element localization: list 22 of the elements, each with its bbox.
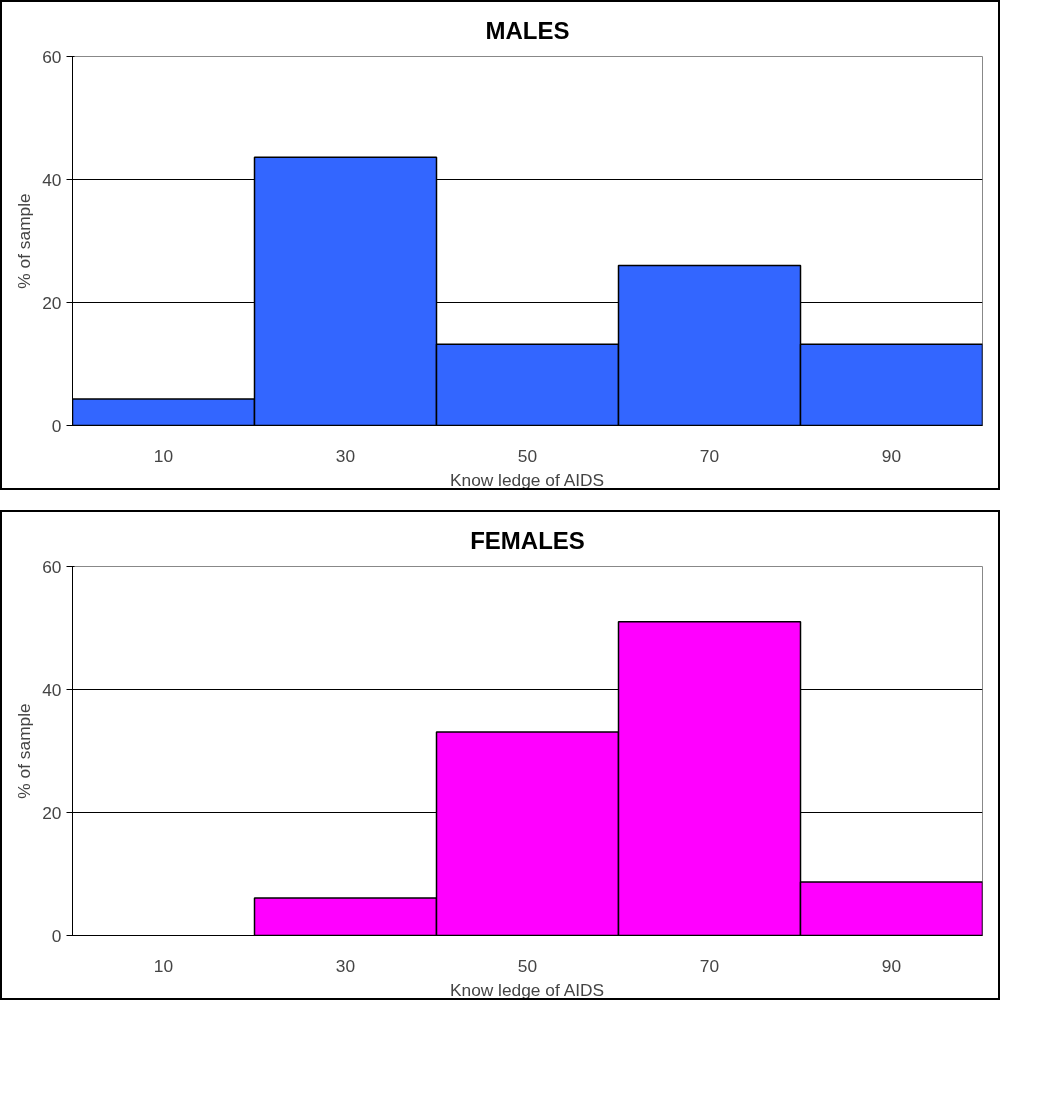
x-tick-label: 50: [517, 955, 538, 976]
y-tick-label: 20: [42, 802, 62, 823]
y-tick-label: 40: [42, 169, 62, 190]
x-tick-label: 10: [153, 955, 174, 976]
y-tick-label: 20: [42, 292, 62, 313]
x-tick-label: 30: [335, 955, 356, 976]
chart-title: FEMALES: [470, 527, 585, 554]
x-tick-label: 90: [881, 445, 902, 466]
x-tick-label: 70: [699, 955, 720, 976]
x-tick-label: 10: [153, 445, 174, 466]
x-tick-label: 30: [335, 445, 356, 466]
y-tick-label: 60: [42, 556, 62, 577]
y-tick-label: 0: [51, 415, 62, 436]
y-axis-title: % of sample: [14, 193, 35, 289]
y-tick-label: 60: [42, 46, 62, 67]
y-tick-label: 0: [51, 925, 62, 946]
y-axis-title: % of sample: [14, 703, 35, 799]
chart-title: MALES: [485, 17, 570, 44]
x-tick-label: 90: [881, 955, 902, 976]
x-tick-label: 70: [699, 445, 720, 466]
x-tick-label: 50: [517, 445, 538, 466]
y-tick-label: 40: [42, 679, 62, 700]
